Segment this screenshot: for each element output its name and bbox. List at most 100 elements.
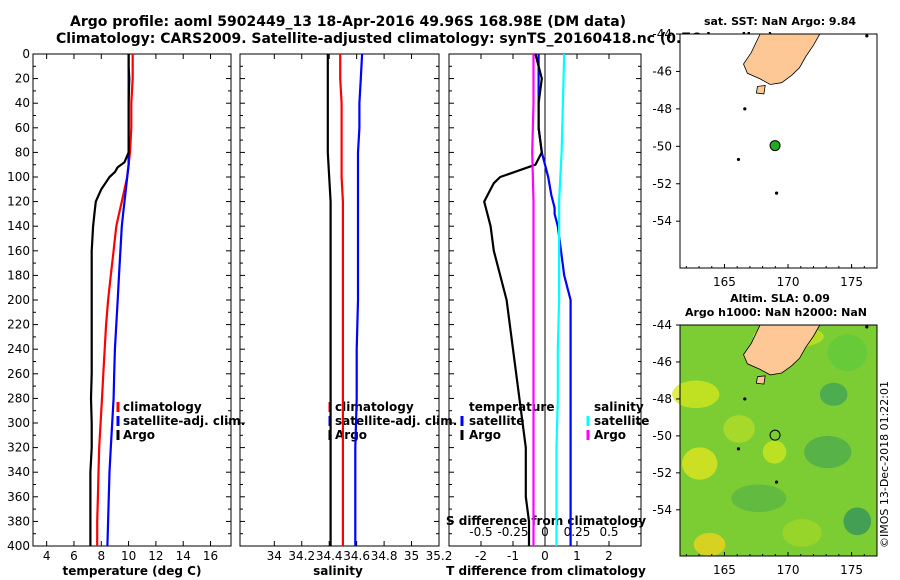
sst-map-land-stewart-island [755, 85, 766, 95]
diff-top-label: S difference from climatology [446, 514, 646, 528]
diff-series-t-argo [483, 53, 543, 546]
diff-series-s-argo [531, 54, 535, 546]
temperature-series-satellite-adj-clim- [106, 54, 130, 547]
diff-top-tick-label: -0.25 [497, 525, 528, 539]
sla-map-small-island [743, 397, 747, 401]
temperature-xtick-label: 16 [203, 549, 218, 563]
depth-tick-label: 140 [7, 219, 30, 233]
temperature-panel: climatology satellite-adj. clim. Argo te… [7, 47, 245, 578]
diff-legend-t-argo: Argo [469, 428, 501, 442]
sla-map-anomaly-patch [672, 380, 720, 409]
sla-map-title-line2: Argo h1000: NaN h2000: NaN [685, 306, 867, 319]
sst-map-title: sat. SST: NaN Argo: 9.84 [704, 15, 856, 28]
temperature-xtick-label: 6 [70, 549, 78, 563]
depth-tick-label: 60 [15, 121, 30, 135]
salinity-xtick-label: 34.8 [371, 549, 398, 563]
sla-map-small-island [865, 325, 869, 329]
diff-top-tick-label: 0.25 [564, 525, 591, 539]
depth-tick-label: 340 [7, 465, 30, 479]
depth-tick-label: 380 [7, 514, 30, 528]
depth-tick-label: 0 [22, 47, 30, 61]
diff-xtick-label: -1 [507, 549, 519, 563]
depth-tick-label: 100 [7, 170, 30, 184]
salinity-series-satellite-adj-clim- [354, 53, 364, 546]
sla-map-panel: Altim. SLA: 0.09 Argo h1000: NaN h2000: … [652, 292, 878, 577]
temperature-series-argo [89, 54, 131, 546]
imos-watermark: ©IMOS 13-Dec-2018 01:22:01 [878, 381, 891, 548]
sst-map-small-island [743, 107, 747, 111]
salinity-legend-satellite: satellite-adj. clim. [335, 414, 457, 428]
depth-tick-label: 160 [7, 244, 30, 258]
sst-map-panel: sat. SST: NaN Argo: 9.84 165 170 175 -44 -46… [652, 15, 878, 289]
temperature-xtick-label: 14 [176, 549, 191, 563]
depth-tick-label: 20 [15, 72, 30, 86]
diff-legend-s-argo: Argo [594, 428, 626, 442]
sla-map-anomaly-patch [804, 435, 852, 469]
sla-map-ytick-label: -48 [652, 392, 672, 406]
diff-legend-temperature-title: temperature [469, 400, 554, 414]
depth-tick-label: 40 [15, 96, 30, 110]
diff-xtick-label: 0 [541, 549, 549, 563]
sst-map-xtick-label: 165 [713, 275, 736, 289]
depth-tick-label: 320 [7, 441, 30, 455]
sst-map-ytick-label: -50 [652, 139, 672, 153]
depth-tick-label: 220 [7, 318, 30, 332]
sla-map-argo-position-marker [769, 429, 781, 441]
sla-map-xtick-label: 165 [713, 563, 736, 577]
salinity-series-argo [326, 54, 332, 546]
depth-tick-label: 400 [7, 539, 30, 553]
sst-map-frame [679, 33, 878, 269]
sla-map-anomaly-patch [723, 415, 755, 443]
sla-map-anomaly-patch [762, 440, 787, 464]
depth-tick-label: 280 [7, 391, 30, 405]
temperature-legend-satellite: satellite-adj. clim. [123, 414, 245, 428]
sst-map-ytick-label: -48 [652, 102, 672, 116]
sst-map-ytick-label: -46 [652, 64, 672, 78]
temperature-xtick-label: 8 [97, 549, 105, 563]
temperature-legend-climatology: climatology [123, 400, 202, 414]
sst-map-xtick-label: 170 [777, 275, 800, 289]
sla-map-small-island [736, 447, 741, 451]
sst-map-ytick-label: -54 [652, 214, 672, 228]
diff-xlabel: T difference from climatology [446, 564, 646, 578]
salinity-xtick-label: 35.2 [426, 549, 453, 563]
sla-map-ytick-label: -54 [652, 503, 672, 517]
diff-xtick-label: 2 [605, 549, 613, 563]
sla-map-anomaly-patch [827, 334, 868, 372]
depth-tick-label: 300 [7, 416, 30, 430]
salinity-xlabel: salinity [313, 564, 363, 578]
salinity-panel: climatology satellite-adj. clim. Argo sa… [239, 53, 457, 578]
sst-map-ytick-label: -44 [652, 27, 672, 41]
depth-tick-label: 360 [7, 490, 30, 504]
diff-legend-salinity-title: salinity [594, 400, 644, 414]
differences-panel: temperature satellite Argo salinity sate… [446, 53, 649, 578]
temperature-legend-argo: Argo [123, 428, 155, 442]
depth-tick-label: 200 [7, 293, 30, 307]
diff-xtick-label: 1 [573, 549, 581, 563]
diff-xtick-label: -2 [475, 549, 487, 563]
diff-legend-t-satellite: satellite [469, 414, 524, 428]
salinity-xtick-label: 34.2 [288, 549, 315, 563]
salinity-xtick-label: 34.6 [343, 549, 370, 563]
sst-map-ytick-label: -52 [652, 177, 672, 191]
diff-series-t-satellite [537, 54, 572, 546]
salinity-xtick-label: 34.4 [316, 549, 343, 563]
sla-map-ytick-label: -52 [652, 466, 672, 480]
figure-title-line2: Climatology: CARS2009. Satellite-adjuste… [56, 31, 774, 47]
sla-map-xtick-label: 170 [777, 563, 800, 577]
sla-map-anomaly-patch [693, 532, 726, 556]
sla-map-anomaly-patch [843, 507, 872, 536]
temperature-xtick-label: 10 [121, 549, 136, 563]
sst-map-small-island [736, 157, 741, 162]
sla-map-ytick-label: -50 [652, 429, 672, 443]
sst-map-small-island [774, 191, 779, 195]
sla-map-ytick-label: -46 [652, 355, 672, 369]
sla-map-title-line1: Altim. SLA: 0.09 [730, 292, 830, 305]
depth-tick-label: 120 [7, 195, 30, 209]
depth-tick-label: 80 [15, 145, 30, 159]
depth-tick-label: 260 [7, 367, 30, 381]
sla-map-small-island [774, 480, 779, 484]
salinity-xtick-label: 35 [404, 549, 419, 563]
salinity-axes-frame [239, 53, 440, 547]
